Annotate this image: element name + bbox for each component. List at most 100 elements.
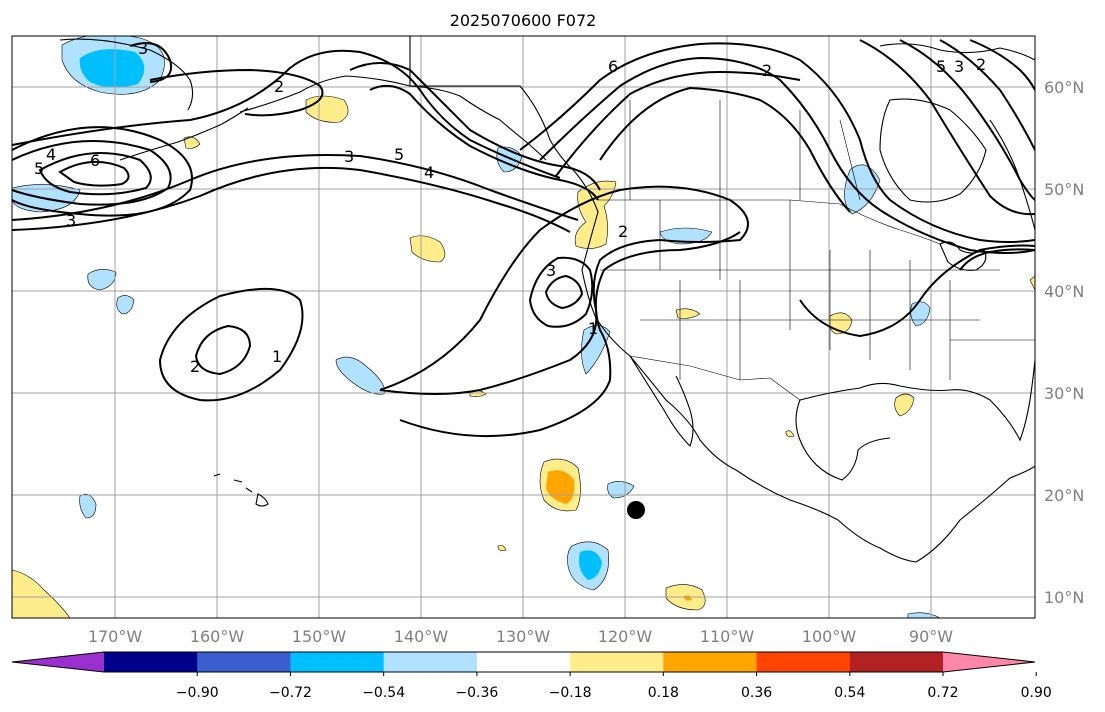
canada-provinces	[629, 100, 861, 201]
us-mexico-border	[629, 355, 801, 401]
contour-line	[539, 56, 1035, 254]
contour-line	[544, 274, 584, 310]
positive-anomaly-blob	[1029, 275, 1035, 291]
contour-line	[939, 39, 1035, 151]
contour-label: 3	[546, 261, 556, 280]
colorbar-tick-label: −0.90	[176, 685, 219, 701]
contour-line	[369, 84, 599, 201]
coastline-arctic	[879, 43, 1035, 61]
lon-label: 110°W	[700, 627, 755, 646]
contour-label: 2	[274, 77, 284, 96]
contour-label: 5	[394, 145, 404, 164]
contour-label: 6	[608, 57, 618, 76]
negative-anomaly-blob	[87, 269, 117, 291]
lat-label: 20°N	[1044, 486, 1084, 505]
colorbar-swatch	[663, 652, 758, 672]
lon-label: 160°W	[190, 627, 245, 646]
positive-anomaly-blob	[785, 430, 795, 437]
colorbar-tick-label: 0.18	[648, 685, 679, 701]
lat-label: 30°N	[1044, 384, 1084, 403]
colorbar-tick-label: −0.72	[269, 685, 312, 701]
contours	[12, 39, 1035, 438]
colorbar-tick-label: 0.90	[1021, 685, 1052, 701]
coastline-baja	[629, 355, 694, 447]
state-lines	[600, 200, 1035, 380]
contour-label: 3	[138, 39, 148, 58]
colorbar-extend-max	[943, 652, 1035, 672]
contour-labels: 3 2 4 5 6 3 5 4 3 6 2 2 3 2 1 1 2 3 5	[34, 39, 986, 376]
contour-label: 6	[90, 151, 100, 170]
colorbar-tick-label: 0.72	[927, 685, 958, 701]
contour-label: 4	[46, 145, 56, 164]
contour-line	[12, 166, 571, 233]
lat-label: 50°N	[1044, 180, 1084, 199]
lon-label: 130°W	[496, 627, 551, 646]
contour-label: 3	[954, 57, 964, 76]
lon-label: 170°W	[88, 627, 143, 646]
contour-line	[555, 70, 801, 177]
colorbar-swatch	[849, 652, 944, 672]
latitude-labels: 60°N 50°N 40°N 30°N 20°N 10°N	[1044, 78, 1084, 607]
positive-anomaly-blob	[183, 136, 201, 149]
positive-anomaly-blob	[675, 308, 701, 319]
negative-anomaly-blob	[116, 295, 135, 315]
lon-label: 140°W	[394, 627, 449, 646]
colorbar-swatch	[476, 652, 571, 672]
coastline-alaska	[239, 75, 547, 161]
contour-line	[379, 185, 749, 395]
positive-anomaly-blob	[12, 569, 71, 618]
colorbar-tick-label: 0.36	[741, 685, 772, 701]
positive-anomaly-blob	[497, 545, 507, 551]
positive-anomaly-blob	[894, 393, 915, 417]
contour-line	[859, 39, 1035, 216]
contour-line	[799, 244, 1035, 338]
contour-line	[528, 256, 594, 328]
shaded-anomalies	[12, 36, 1035, 618]
colorbar-outline	[11, 651, 1036, 673]
contour-label: 2	[976, 55, 986, 74]
lon-label: 120°W	[598, 627, 653, 646]
negative-anomaly-core	[79, 49, 145, 88]
contour-label: 3	[66, 211, 76, 230]
lat-label: 60°N	[1044, 78, 1084, 97]
negative-anomaly-blob	[335, 356, 385, 395]
colorbar-swatch	[570, 652, 664, 672]
contour-line	[58, 160, 130, 187]
colorbar-tick-label: −0.36	[455, 685, 498, 701]
contour-line	[149, 68, 324, 117]
contour-line	[12, 126, 193, 217]
contour-label: 5	[936, 57, 946, 76]
contour-line	[194, 324, 252, 376]
contour-line	[12, 154, 579, 221]
map-frame	[11, 35, 1036, 619]
colorbar-swatch	[756, 652, 851, 672]
storm-center-marker	[627, 501, 645, 519]
colorbar-swatch	[290, 652, 385, 672]
coastline-gulf	[915, 465, 1035, 563]
colorbar-swatch	[197, 652, 291, 672]
contour-label: 2	[190, 357, 200, 376]
contour-line	[959, 248, 1035, 271]
contour-line	[12, 49, 561, 179]
map-panel: 3 2 4 5 6 3 5 4 3 6 2 2 3 2 1 1 2 3 5	[11, 35, 1036, 619]
colorbar-tick-label: −0.54	[362, 685, 405, 701]
colorbar-tick-label: 0.54	[834, 685, 865, 701]
coastline-hawaii	[213, 473, 269, 507]
contour-label: 3	[344, 147, 354, 166]
lat-label: 40°N	[1044, 282, 1084, 301]
contour-line	[399, 231, 741, 438]
contour-line	[599, 86, 851, 213]
negative-anomaly-core	[579, 550, 602, 580]
colorbar-swatch	[383, 652, 478, 672]
contour-label: 2	[618, 222, 628, 241]
contour-line	[519, 42, 1035, 243]
colorbar-tick-label: −0.18	[549, 685, 592, 701]
lon-label: 150°W	[292, 627, 347, 646]
longitude-labels: 170°W 160°W 150°W 140°W 130°W 120°W 110°…	[88, 627, 953, 646]
contour-label: 2	[762, 61, 772, 80]
colorbar: −0.90 −0.72 −0.54 −0.36 −0.18 0.18 0.36 0.54 0.7…	[11, 651, 1052, 701]
contour-line	[129, 42, 172, 83]
lat-label: 10°N	[1044, 588, 1084, 607]
contour-label: 1	[272, 347, 282, 366]
